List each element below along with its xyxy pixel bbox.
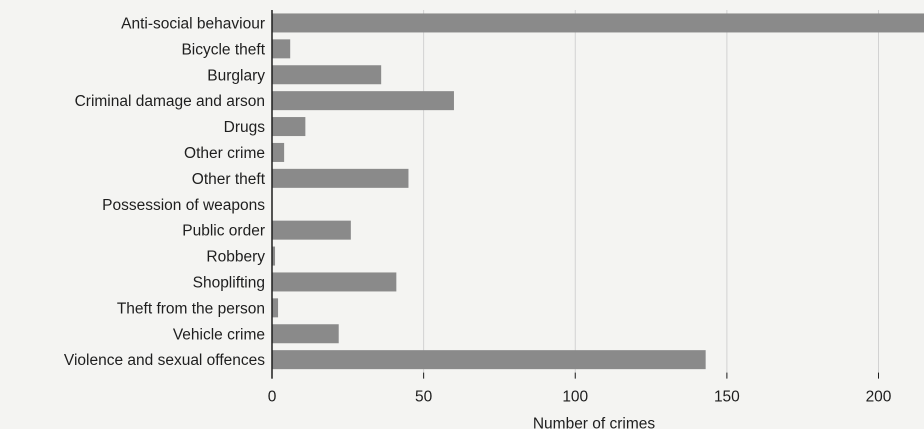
bar <box>272 117 306 137</box>
bar <box>272 350 706 370</box>
category-label: Other crime <box>184 145 265 162</box>
bar <box>272 39 291 59</box>
x-tick-label: 50 <box>415 389 433 406</box>
category-label: Violence and sexual offences <box>64 352 265 369</box>
x-tick-label: 150 <box>714 389 740 406</box>
bar <box>272 91 454 111</box>
bar <box>272 13 924 33</box>
category-label: Bicycle theft <box>181 41 265 58</box>
bar <box>272 298 279 318</box>
category-label: Drugs <box>224 119 266 136</box>
category-label: Burglary <box>207 67 265 84</box>
bar <box>272 142 285 162</box>
bar <box>272 246 276 266</box>
category-label: Robbery <box>206 249 265 266</box>
x-axis-title: Number of crimes <box>533 416 656 429</box>
bars <box>272 13 924 370</box>
category-label: Other theft <box>192 171 266 188</box>
x-tick-label: 0 <box>268 389 277 406</box>
bar <box>272 220 351 240</box>
bar <box>272 168 409 188</box>
category-label: Anti-social behaviour <box>121 15 265 32</box>
category-label: Shoplifting <box>193 274 265 291</box>
category-label: Public order <box>182 223 265 240</box>
bar <box>272 65 382 85</box>
category-label: Possession of weapons <box>102 197 265 214</box>
x-tick-labels: 0 50 100 150 200 <box>268 372 892 406</box>
category-label: Vehicle crime <box>173 326 265 343</box>
bar <box>272 272 397 292</box>
x-tick-label: 200 <box>866 389 892 406</box>
category-labels: Anti-social behaviour Bicycle theft Burgla… <box>64 15 266 369</box>
grid-lines <box>423 10 880 379</box>
x-tick-label: 100 <box>562 389 588 406</box>
bar <box>272 324 339 344</box>
category-label: Theft from the person <box>117 300 265 317</box>
category-label: Criminal damage and arson <box>75 93 265 110</box>
